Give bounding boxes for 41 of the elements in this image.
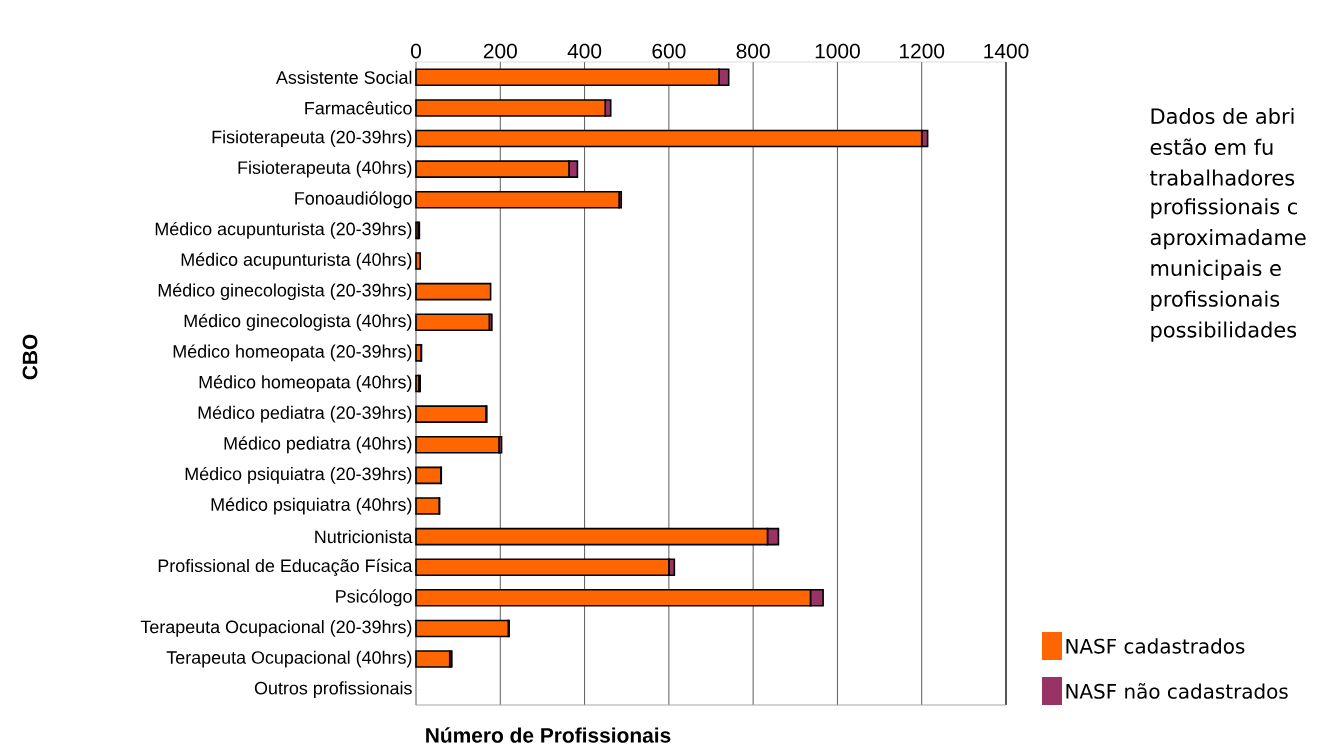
y-tick-label: Profissional de Educação Física: [158, 558, 413, 576]
x-tick-label: 800: [736, 43, 770, 59]
y-tick-label: Nutricionista: [315, 529, 413, 544]
y-axis-title: CBO: [22, 334, 38, 380]
text: aproximadame: [1150, 229, 1306, 250]
x-tick-label: 1000: [815, 43, 860, 59]
y-tick-label: Terapeuta Ocupacional (20-39hrs): [140, 620, 412, 637]
x-tick-label: 0: [411, 43, 421, 59]
x-axis-title: Número de Profissionais: [426, 727, 671, 743]
y-tick-label: Médico psiquiatra (40hrs): [211, 497, 412, 515]
legend-label: NASF não cadastrados: [1066, 683, 1288, 699]
y-tick-label: Médico psiquiatra (20-39hrs): [185, 466, 412, 484]
y-tick-label: Médico pediatra (40hrs): [224, 436, 412, 454]
legend-label: NASF cadastrados: [1066, 638, 1245, 654]
y-tick-label: Médico homeopata (20-39hrs): [173, 344, 412, 362]
y-tick-label: Psicólogo: [336, 589, 412, 607]
y-tick-label: Assistente Social: [275, 70, 412, 84]
y-tick-label: Terapeuta Ocupacional (40hrs): [166, 650, 412, 668]
y-tick-label: Médico acupunturista (40hrs): [181, 252, 412, 270]
y-tick-label: Médico ginecologista (40hrs): [184, 313, 412, 331]
text: municipais e: [1151, 259, 1281, 281]
text: estão em fu: [1150, 138, 1273, 156]
x-tick-label: 200: [483, 43, 517, 59]
x-tick-label: 600: [652, 43, 686, 59]
y-tick-label: Farmacêutico: [305, 101, 412, 115]
text: trabalhadores: [1150, 169, 1295, 186]
x-tick-label: 1400: [984, 43, 1029, 59]
y-tick-label: Médico acupunturista (20-39hrs): [155, 221, 412, 239]
y-tick-label: Médico homeopata (40hrs): [199, 375, 412, 392]
x-tick-label: 400: [567, 43, 602, 59]
y-tick-label: Fisioterapeuta (40hrs): [238, 160, 412, 178]
y-tick-label: Fonoaudiólogo: [295, 191, 412, 209]
text: possibilidades: [1151, 321, 1297, 342]
y-tick-label: Médico ginecologista (20-39hrs): [158, 283, 412, 301]
x-tick-label: 1200: [900, 43, 945, 59]
y-tick-label: Outros profissionais: [254, 681, 412, 699]
y-tick-label: Médico pediatra (20-39hrs): [198, 405, 412, 423]
text: Dados de abri: [1151, 107, 1294, 125]
text: profissionais: [1151, 290, 1280, 311]
y-tick-label: Fisioterapeuta (20-39hrs): [212, 130, 412, 147]
text: profissionais c: [1151, 198, 1297, 219]
